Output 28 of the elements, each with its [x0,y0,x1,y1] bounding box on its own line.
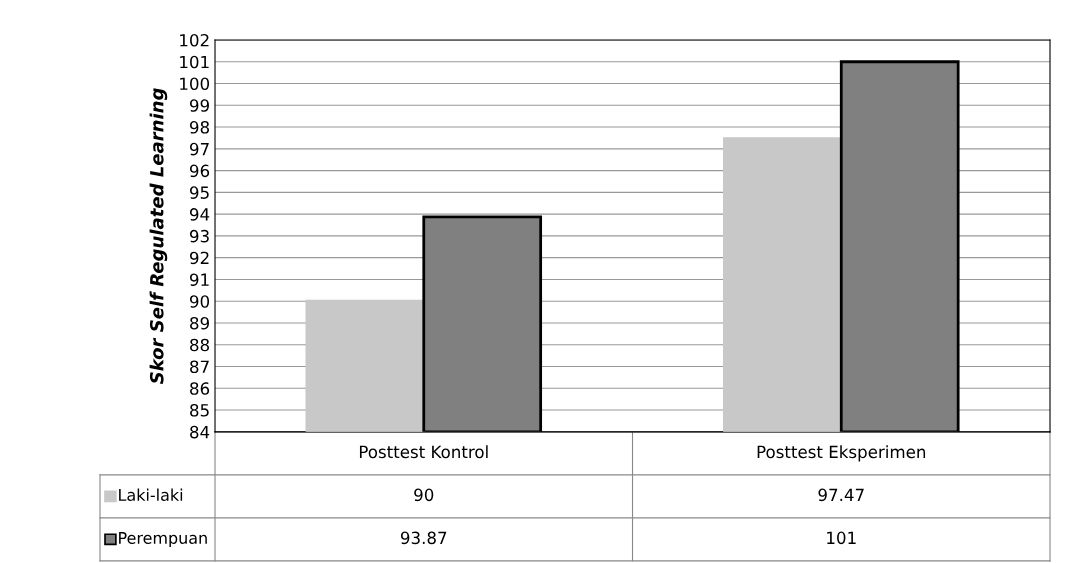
y-tick-label: 98 [189,121,210,134]
y-tick-label: 100 [180,77,210,91]
y-axis-title: Skor Self Regulated Learning [149,88,168,384]
y-tick-label: 88 [190,338,210,352]
legend-label: Laki-laki [119,488,183,501]
y-tick-label: 89 [190,316,209,330]
data-label: 101 [827,531,856,545]
y-tick-label: 101 [180,55,209,69]
y-tick-label: 96 [189,164,210,178]
y-tick-label: 102 [180,33,209,47]
y-tick-label: 84 [190,425,210,439]
y-tick-label: 87 [190,360,209,374]
y-tick-label: 86 [190,382,210,395]
y-tick-label: 91 [189,273,209,286]
y-tick-label: 99 [189,99,209,112]
data-label: 97.47 [818,488,864,502]
data-label: 90 [414,488,434,502]
data-label: 93.87 [400,531,447,545]
y-tick-label: 93 [189,229,209,243]
y-tick-label: 92 [189,251,209,265]
y-tick-label: 85 [190,404,209,417]
y-tick-label: 97 [189,142,209,156]
legend-label: Perempuan [119,532,207,548]
y-tick-label: 90 [189,295,210,308]
y-tick-label: 94 [189,208,210,221]
y-tick-label: 95 [189,186,209,199]
x-tick-label: Posttest Eksperimen [757,445,926,462]
x-tick-label: Posttest Kontrol [359,445,488,459]
